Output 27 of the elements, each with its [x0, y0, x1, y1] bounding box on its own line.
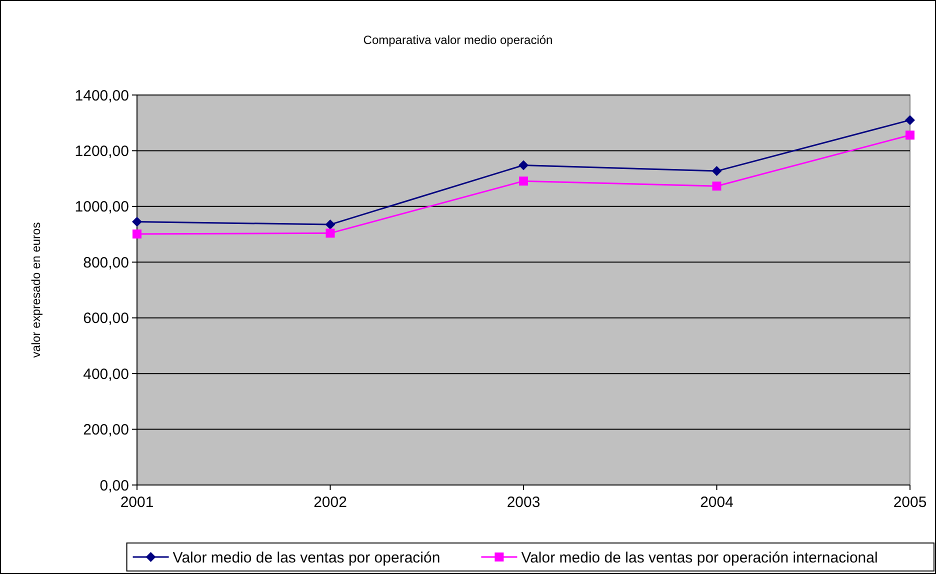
y-tick-label: 800,00: [83, 254, 129, 272]
y-tick-label: 1400,00: [74, 87, 129, 104]
x-tick-label: 2001: [120, 494, 154, 511]
point: [712, 166, 722, 176]
legend-label: Valor medio de las ventas por operación internacional: [521, 549, 878, 566]
point: [325, 220, 336, 230]
point: [712, 182, 722, 191]
point: [906, 130, 914, 140]
x-tick-label: 2003: [506, 494, 540, 511]
point: [132, 230, 142, 239]
y-axis-title: valor expresado en euros: [29, 222, 43, 358]
x-tick-label: 2004: [700, 494, 734, 511]
legend-label: Valor medio de las ventas por operación: [172, 549, 440, 566]
chart-title: Comparativa valor medio operación: [363, 33, 553, 47]
y-tick-label: 0,00: [100, 477, 129, 494]
point: [326, 228, 335, 238]
y-tick-label: 200,00: [83, 422, 129, 439]
point: [905, 115, 915, 126]
y-tick-label: 400,00: [83, 366, 129, 383]
x-tick-label: 2005: [893, 494, 927, 511]
x-tick-label: 2002: [314, 494, 347, 511]
point: [132, 216, 142, 227]
point: [519, 176, 528, 186]
y-tick-label: 1200,00: [74, 142, 129, 160]
y-tick-label: 600,00: [83, 310, 129, 328]
y-tick-label: 1000,00: [74, 198, 129, 216]
point: [518, 160, 528, 170]
